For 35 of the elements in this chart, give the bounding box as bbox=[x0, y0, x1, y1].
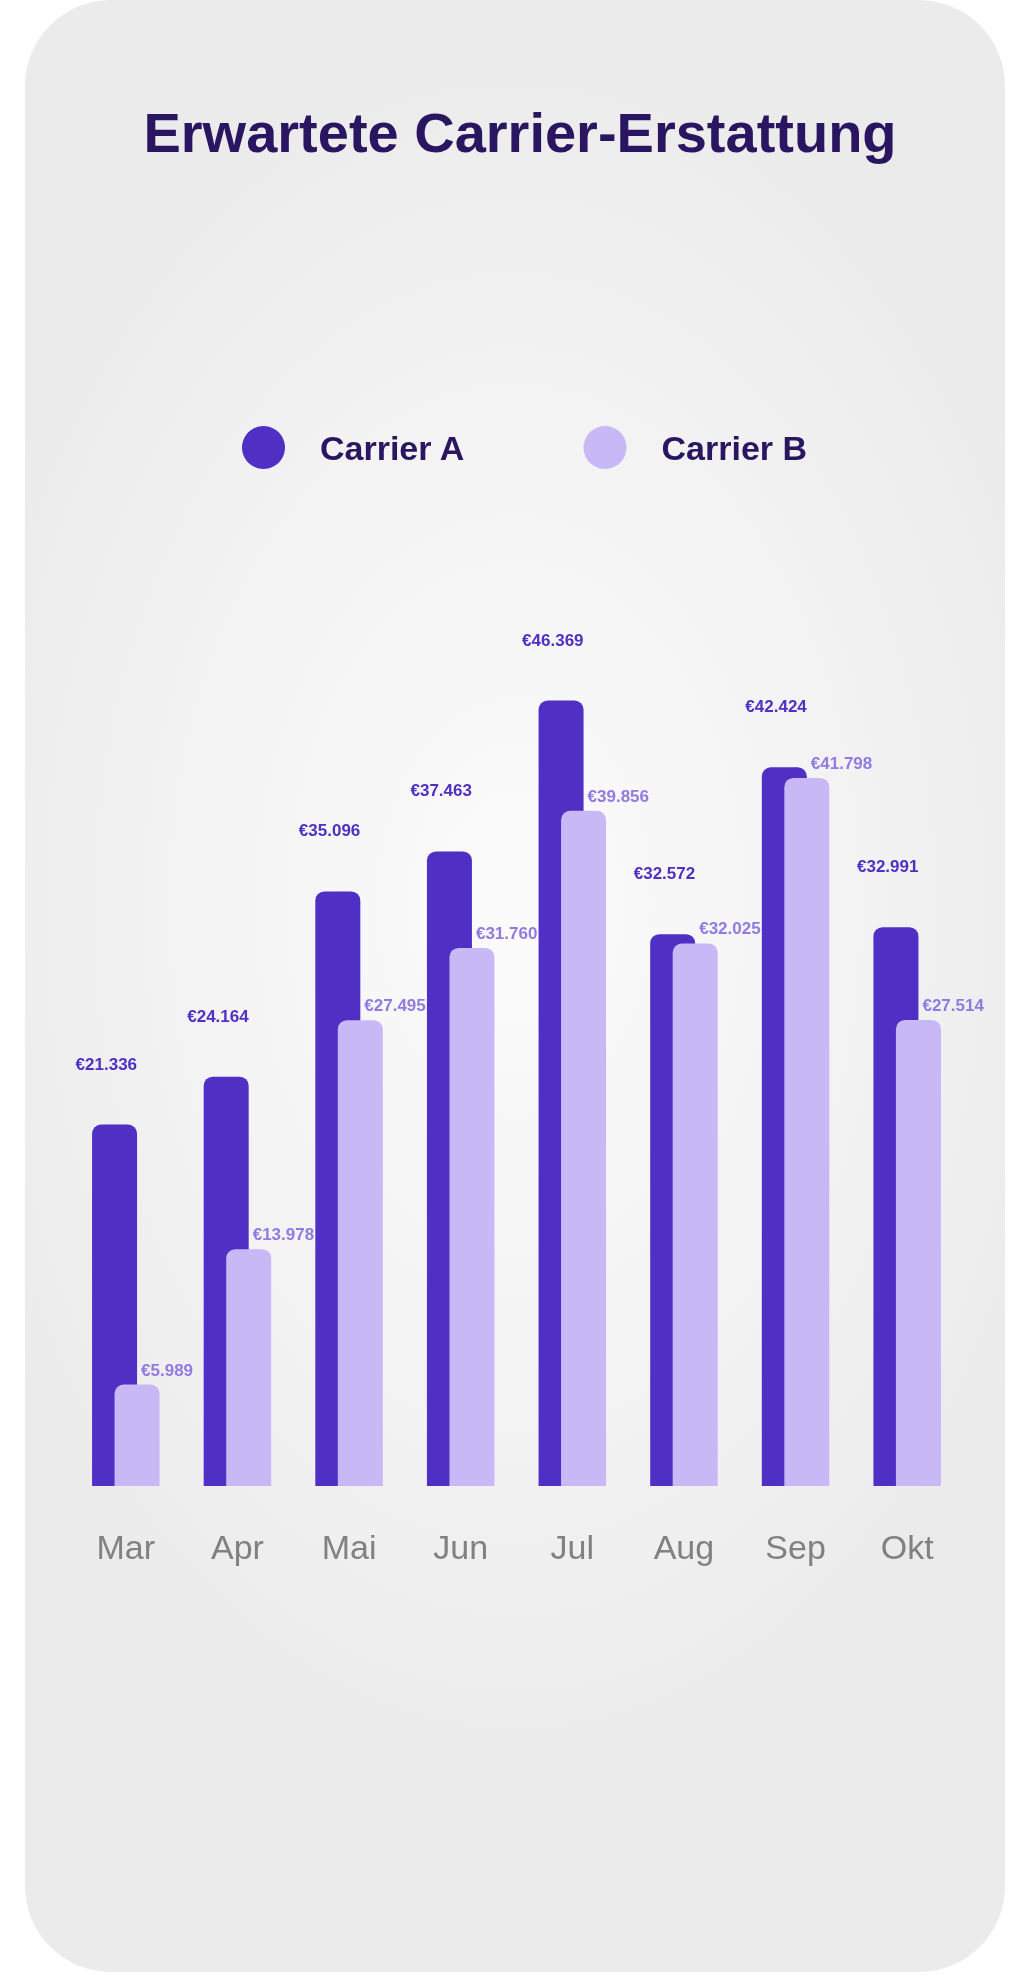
data-label: €35.096 bbox=[298, 821, 361, 841]
x-tick-label: Jun bbox=[433, 1528, 489, 1566]
x-tick-label: Okt bbox=[880, 1528, 935, 1566]
data-label: €27.514 bbox=[922, 995, 985, 1015]
x-tick-label: Jul bbox=[550, 1528, 595, 1566]
bar bbox=[337, 1020, 383, 1486]
bar bbox=[449, 947, 495, 1486]
data-label: €32.991 bbox=[856, 857, 919, 877]
legend-label: Carrier A bbox=[320, 428, 465, 467]
bar bbox=[226, 1249, 272, 1486]
data-label: €37.463 bbox=[410, 781, 472, 801]
data-label: €42.424 bbox=[745, 697, 808, 717]
legend-label: Carrier B bbox=[661, 428, 808, 467]
x-tick-label: Aug bbox=[653, 1528, 715, 1566]
bar bbox=[672, 943, 718, 1486]
data-label: €31.760 bbox=[475, 923, 538, 943]
x-tick-label: Apr bbox=[210, 1528, 264, 1566]
data-label: €5.989 bbox=[141, 1360, 194, 1380]
data-label: €39.856 bbox=[587, 786, 650, 806]
data-label: €46.369 bbox=[522, 630, 584, 650]
x-tick-label: Mai bbox=[321, 1528, 377, 1566]
data-label: €32.572 bbox=[633, 864, 696, 884]
data-label: €21.336 bbox=[75, 1054, 138, 1074]
chart-title: Erwartete Carrier-Erstattung bbox=[143, 100, 897, 164]
x-tick-label: Mar bbox=[96, 1528, 156, 1566]
data-label: €41.798 bbox=[810, 753, 873, 773]
data-label: €24.164 bbox=[187, 1006, 250, 1026]
bar bbox=[784, 777, 830, 1486]
bar bbox=[114, 1384, 160, 1486]
x-tick-label: Sep bbox=[765, 1528, 826, 1566]
bar bbox=[895, 1019, 941, 1486]
data-label: €32.025 bbox=[699, 919, 761, 939]
data-label: €13.978 bbox=[252, 1225, 315, 1245]
data-label: €27.495 bbox=[364, 996, 426, 1016]
bar bbox=[561, 810, 607, 1486]
